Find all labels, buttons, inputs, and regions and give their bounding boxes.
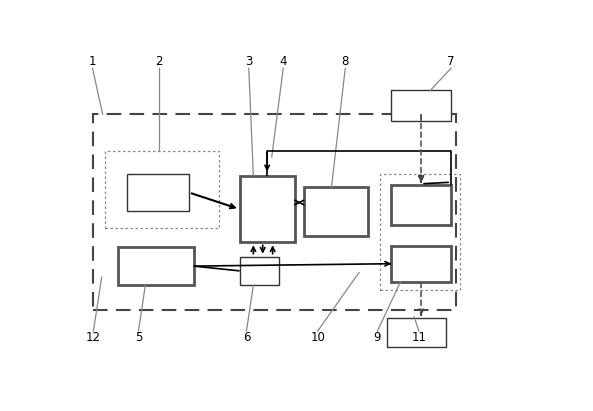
Text: 1: 1 — [89, 55, 96, 69]
Bar — [240, 176, 295, 242]
Bar — [391, 185, 451, 225]
Bar — [387, 318, 447, 347]
Bar — [118, 247, 193, 285]
Text: 5: 5 — [135, 331, 142, 344]
Text: 9: 9 — [374, 331, 381, 344]
Text: 8: 8 — [342, 55, 349, 69]
Bar — [380, 174, 460, 290]
Text: 3: 3 — [245, 55, 253, 69]
Text: 10: 10 — [310, 331, 325, 344]
Bar — [391, 245, 451, 282]
Text: 11: 11 — [412, 331, 426, 344]
Text: 6: 6 — [243, 331, 250, 344]
Text: 7: 7 — [447, 55, 455, 69]
Bar — [93, 114, 455, 310]
Text: 2: 2 — [155, 55, 163, 69]
Text: 12: 12 — [86, 331, 101, 344]
Text: 4: 4 — [279, 55, 287, 69]
Bar — [391, 90, 451, 120]
Bar — [304, 187, 368, 236]
Bar — [106, 150, 219, 228]
Bar — [240, 256, 279, 285]
Bar — [127, 174, 189, 211]
